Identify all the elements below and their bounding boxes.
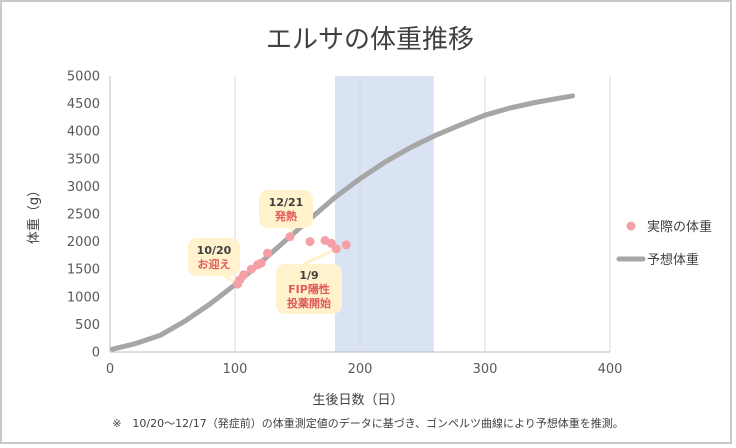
x-tick-label: 200 (348, 362, 373, 377)
x-tick-label: 100 (223, 362, 248, 377)
callout-text: 発熱 (274, 209, 297, 223)
y-axis-label: 体重（g） (26, 184, 42, 244)
y-tick-label: 1500 (67, 263, 100, 278)
actual-weight-point (239, 270, 249, 280)
actual-weight-point (246, 264, 256, 274)
x-tick-label: 0 (106, 362, 114, 377)
callout-text: 10/20 (197, 244, 232, 257)
actual-weight-point (331, 244, 341, 254)
x-tick-label: 300 (473, 362, 498, 377)
y-tick-label: 1000 (67, 290, 100, 305)
callout-box (259, 190, 313, 228)
callout-box (276, 264, 342, 314)
legend-label-predicted: 予想体重 (647, 252, 699, 268)
callout-box (188, 238, 240, 276)
x-tick-label: 400 (598, 362, 623, 377)
y-tick-label: 2000 (67, 235, 100, 250)
callout-text: 12/21 (269, 196, 304, 209)
y-tick-label: 2500 (67, 208, 100, 223)
y-tick-label: 500 (75, 318, 100, 333)
actual-weight-point (285, 232, 295, 242)
actual-weight-point (305, 237, 315, 247)
legend-label-actual: 実際の体重 (647, 219, 712, 235)
y-tick-label: 0 (92, 346, 100, 361)
y-tick-label: 4500 (67, 97, 100, 112)
predicted-weight-line (110, 93, 575, 352)
y-tick-label: 4000 (67, 125, 100, 140)
callout-text: 1/9 (299, 269, 318, 282)
y-tick-label: 5000 (67, 70, 100, 85)
shaded-region (335, 76, 434, 352)
legend-marker-actual (626, 221, 636, 231)
actual-weight-point (263, 248, 272, 258)
y-tick-label: 3000 (67, 180, 100, 195)
y-tick-label: 3500 (67, 152, 100, 167)
actual-weight-point (256, 258, 266, 268)
chart-title: エルサの体重推移 (266, 25, 474, 55)
callout-pointer (303, 247, 337, 266)
x-axis-label: 生後日数（日） (312, 393, 403, 408)
callout-text: お迎え (198, 257, 231, 271)
actual-weight-point (341, 240, 351, 250)
callout-text: FIP陽性 (288, 282, 330, 296)
callout-text: 投薬開始 (287, 296, 331, 310)
footnote: ※ 10/20～12/17（発症前）の体重測定値のデータに基づき、ゴンペルツ曲線… (112, 416, 624, 430)
